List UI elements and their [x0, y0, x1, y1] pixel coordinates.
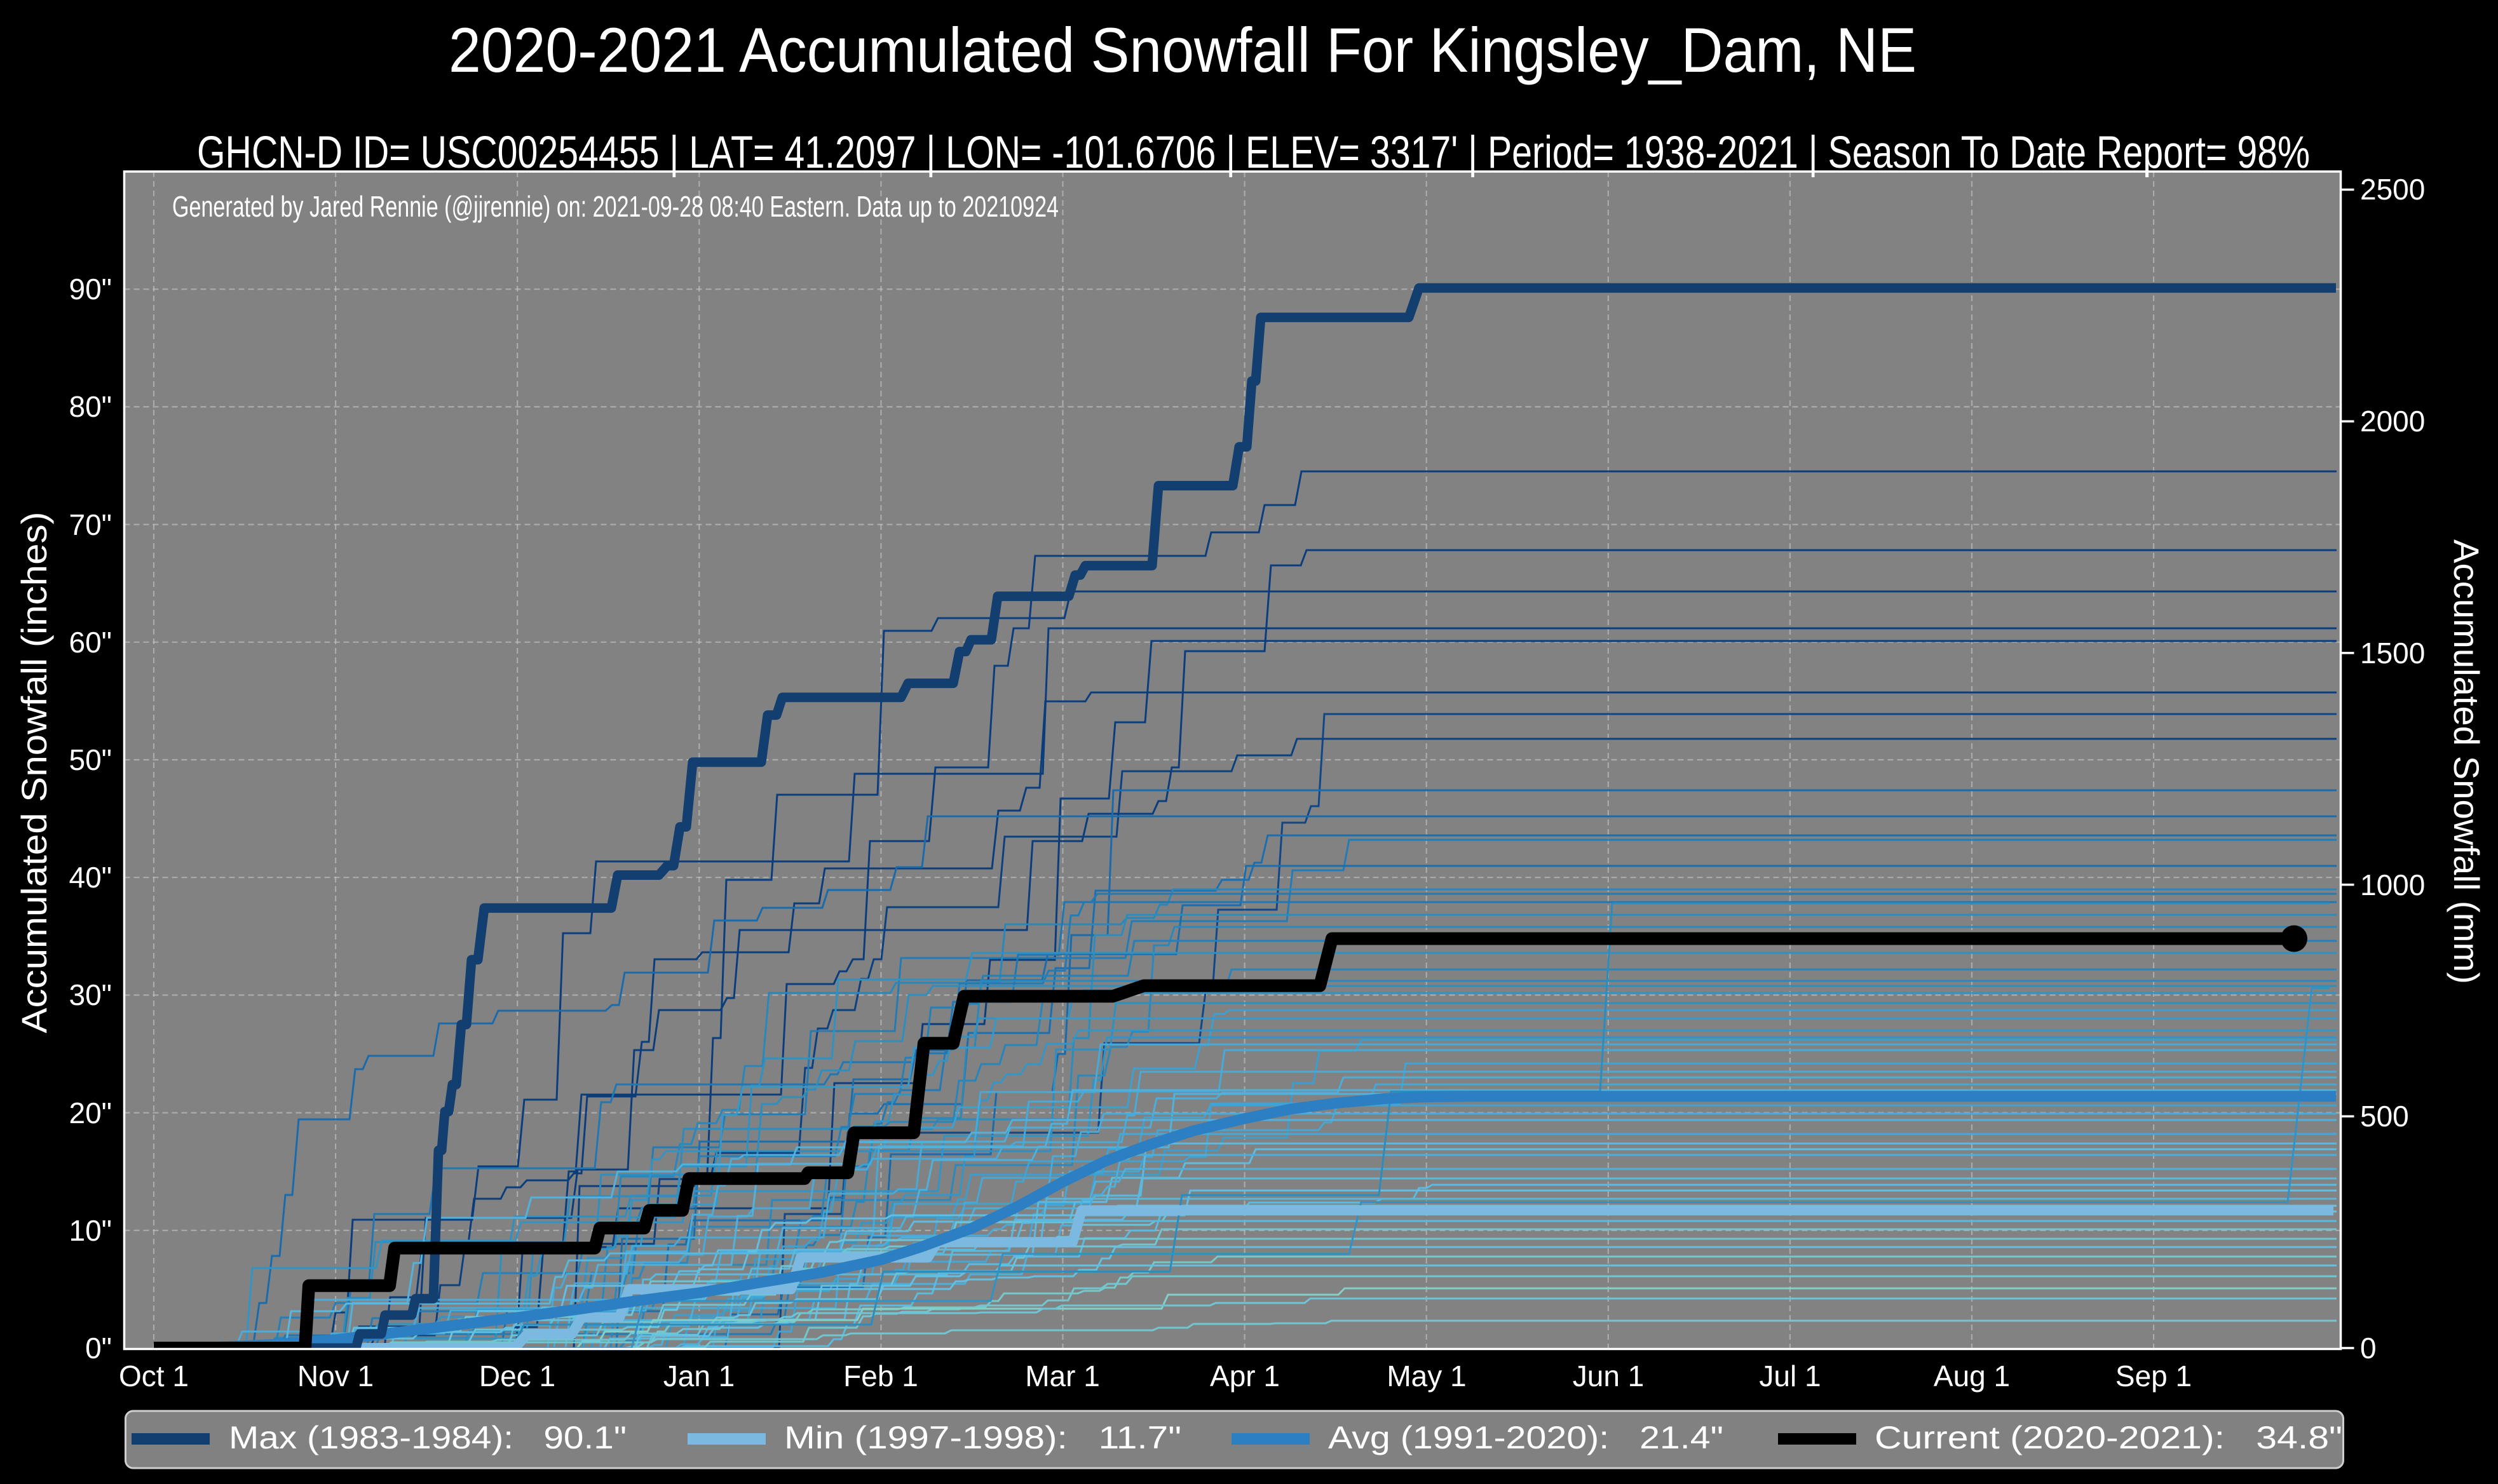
svg-text:Jan 1: Jan 1: [663, 1359, 735, 1393]
svg-text:70": 70": [69, 508, 112, 541]
svg-text:Current (2020-2021): 34.8": Current (2020-2021): 34.8": [1875, 1420, 2342, 1455]
svg-text:Mar 1: Mar 1: [1025, 1359, 1100, 1393]
svg-text:May 1: May 1: [1387, 1359, 1466, 1393]
svg-text:10": 10": [69, 1214, 112, 1247]
svg-text:60": 60": [69, 626, 112, 659]
svg-text:Min (1997-1998): 11.7": Min (1997-1998): 11.7": [784, 1420, 1181, 1455]
svg-text:GHCN-D ID= USC00254455 | LAT=: GHCN-D ID= USC00254455 | LAT= 41.2097 | …: [197, 128, 2310, 178]
svg-text:2500: 2500: [2360, 173, 2425, 206]
svg-text:Accumulated Snowfall (inches): Accumulated Snowfall (inches): [14, 512, 54, 1034]
svg-text:Nov 1: Nov 1: [297, 1359, 374, 1393]
svg-text:Accumulated Snowfall (mm): Accumulated Snowfall (mm): [2447, 539, 2487, 984]
svg-text:Apr 1: Apr 1: [1210, 1359, 1280, 1393]
svg-text:2020-2021 Accumulated Snowfall: 2020-2021 Accumulated Snowfall For Kings…: [449, 15, 1917, 85]
svg-text:Feb 1: Feb 1: [843, 1359, 918, 1393]
svg-text:Aug 1: Aug 1: [1934, 1359, 2010, 1393]
svg-text:1500: 1500: [2360, 637, 2425, 670]
svg-text:80": 80": [69, 390, 112, 423]
svg-text:50": 50": [69, 743, 112, 776]
svg-text:2000: 2000: [2360, 405, 2425, 438]
svg-text:Jun 1: Jun 1: [1573, 1359, 1645, 1393]
svg-text:0": 0": [85, 1332, 112, 1365]
svg-text:Dec 1: Dec 1: [479, 1359, 555, 1393]
svg-text:0: 0: [2360, 1332, 2377, 1365]
svg-text:500: 500: [2360, 1100, 2409, 1133]
svg-text:1000: 1000: [2360, 868, 2425, 901]
svg-text:Avg (1991-2020): 21.4": Avg (1991-2020): 21.4": [1328, 1420, 1723, 1455]
svg-text:30": 30": [69, 978, 112, 1011]
svg-text:Sep 1: Sep 1: [2115, 1359, 2192, 1393]
svg-text:Jul 1: Jul 1: [1759, 1359, 1821, 1393]
svg-text:20": 20": [69, 1096, 112, 1130]
svg-text:Max (1983-1984): 90.1": Max (1983-1984): 90.1": [229, 1420, 627, 1455]
svg-text:40": 40": [69, 861, 112, 894]
svg-text:Generated by Jared Rennie (@jj: Generated by Jared Rennie (@jjrennie) on…: [172, 190, 1059, 223]
svg-text:Oct 1: Oct 1: [119, 1359, 189, 1393]
svg-text:90": 90": [69, 273, 112, 306]
